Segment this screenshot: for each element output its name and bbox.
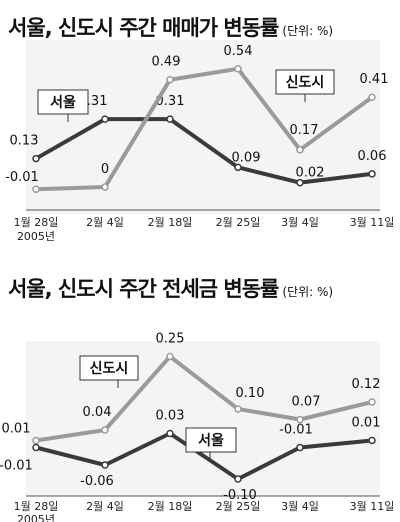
data-label: 0.12 bbox=[352, 377, 381, 392]
data-point bbox=[234, 163, 242, 172]
series-line bbox=[35, 117, 373, 185]
x-tick-label: 3월 11일 bbox=[350, 499, 395, 513]
data-label: 0.01 bbox=[2, 422, 31, 437]
data-label: -0.06 bbox=[80, 474, 114, 489]
series-line bbox=[35, 354, 373, 443]
x-tick-label: 1월 28일 bbox=[14, 499, 59, 513]
data-point bbox=[296, 146, 304, 154]
data-point bbox=[296, 415, 304, 424]
data-label: 0.13 bbox=[10, 134, 39, 149]
x-tick-label: 1월 28일 bbox=[14, 215, 59, 229]
data-label: 0.49 bbox=[152, 55, 181, 70]
data-label: 0.03 bbox=[156, 409, 185, 424]
data-point bbox=[234, 475, 242, 483]
x-tick-label: 2월 18일 bbox=[148, 215, 193, 229]
data-point bbox=[234, 405, 242, 413]
data-label: 0.06 bbox=[358, 149, 387, 164]
data-point bbox=[101, 183, 109, 191]
chart-title: 서울, 신도시 주간 전세금 변동률 (단위: %) bbox=[8, 273, 333, 303]
data-point bbox=[32, 185, 40, 193]
data-point bbox=[368, 436, 376, 445]
data-point bbox=[32, 443, 40, 452]
data-label: 0.17 bbox=[290, 123, 319, 138]
chart-title-text: 서울, 신도시 주간 매매가 변동률 bbox=[8, 16, 279, 40]
data-label: -0.01 bbox=[0, 459, 33, 474]
data-label: 0.41 bbox=[360, 72, 389, 87]
series-line bbox=[35, 66, 374, 192]
data-label: -0.01 bbox=[279, 423, 313, 438]
data-label: 0.02 bbox=[296, 166, 325, 181]
data-point bbox=[32, 154, 40, 163]
x-tick-label: 3월 4일 bbox=[281, 215, 319, 229]
data-label: 0.31 bbox=[156, 94, 185, 109]
x-tick-label: 2월 25일 bbox=[216, 499, 261, 513]
plot-background bbox=[26, 40, 380, 214]
legend-label: 신도시 bbox=[90, 361, 129, 377]
chart-panel-sale-price: 서울, 신도시 주간 매매가 변동률 (단위: %) 1월 28일 2월 4일 2월 … bbox=[5, 12, 395, 243]
data-label: 0.54 bbox=[224, 44, 253, 59]
legend-label: 서울 bbox=[198, 432, 224, 449]
data-point bbox=[32, 436, 40, 445]
data-label: 0.09 bbox=[232, 150, 261, 165]
data-point bbox=[101, 461, 109, 469]
data-point bbox=[166, 75, 174, 84]
x-tick-label: 3월 4일 bbox=[281, 499, 319, 513]
line-chart: 1월 28일 2월 4일 2월 18일 2월 25일 3월 4일 3월 11일 2005년 0… bbox=[0, 332, 395, 522]
data-point bbox=[296, 178, 304, 187]
data-point bbox=[368, 170, 376, 178]
data-point bbox=[368, 398, 376, 406]
data-label: 0.07 bbox=[292, 395, 321, 410]
chart-title: 서울, 신도시 주간 매매가 변동률 (단위: %) bbox=[8, 12, 333, 42]
legend-box bbox=[37, 89, 89, 115]
data-label: -0.01 bbox=[5, 170, 39, 185]
legend-box bbox=[185, 427, 237, 453]
data-point bbox=[166, 352, 174, 361]
series-line bbox=[35, 431, 373, 481]
data-label: 0.25 bbox=[156, 332, 185, 347]
data-point bbox=[234, 65, 242, 73]
data-label: 0 bbox=[101, 162, 109, 177]
data-label: 0.01 bbox=[352, 416, 381, 431]
data-point bbox=[166, 429, 174, 438]
plot-background bbox=[26, 341, 380, 496]
x-tick-year-note: 2005년 bbox=[17, 513, 55, 522]
line-chart: 1월 28일 2월 4일 2월 18일 2월 25일 3월 4일 3월 11일 2005년 0… bbox=[5, 40, 395, 243]
legend-label: 서울 bbox=[50, 94, 76, 111]
x-tick-label: 2월 4일 bbox=[86, 499, 124, 513]
data-point bbox=[101, 115, 109, 123]
data-label: 0.04 bbox=[83, 405, 112, 420]
x-tick-label: 2월 18일 bbox=[148, 499, 193, 513]
chart-unit-label: (단위: %) bbox=[282, 24, 334, 38]
chart-unit-label: (단위: %) bbox=[282, 285, 334, 299]
x-tick-label: 2월 4일 bbox=[86, 215, 124, 229]
x-tick-year-note: 2005년 bbox=[17, 230, 55, 243]
chart-panel-jeonse-deposit: 서울, 신도시 주간 전세금 변동률 (단위: %) 1월 28일 2월 4일 2월 … bbox=[0, 261, 400, 522]
data-point bbox=[101, 426, 109, 434]
chart-title-text: 서울, 신도시 주간 전세금 변동률 bbox=[8, 277, 279, 301]
data-label: 0.10 bbox=[236, 386, 265, 401]
data-point bbox=[166, 115, 174, 123]
legend-label: 신도시 bbox=[286, 75, 325, 91]
x-tick-label: 3월 11일 bbox=[350, 215, 395, 229]
x-tick-label: 2월 25일 bbox=[216, 215, 261, 229]
data-point bbox=[296, 443, 304, 452]
legend-box bbox=[79, 355, 139, 381]
legend-box bbox=[275, 69, 335, 95]
data-label: -0.10 bbox=[223, 488, 257, 503]
data-point bbox=[368, 93, 376, 101]
